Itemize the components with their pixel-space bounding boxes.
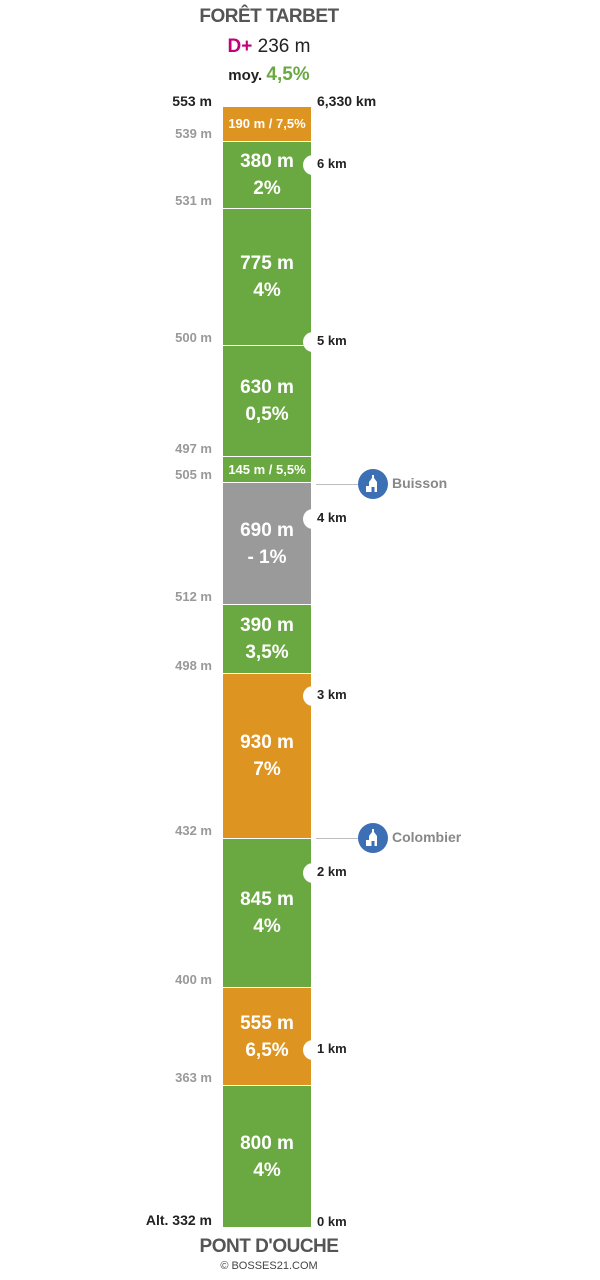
km-notch (303, 863, 319, 884)
altitude-label: 400 m (175, 972, 212, 988)
segment-grade: 2% (253, 177, 281, 199)
average-grade: moy. 4,5% (0, 64, 538, 86)
profile-segment: 800 m 4% (223, 1085, 311, 1227)
altitude-label: 498 m (175, 658, 212, 674)
summit-altitude: 553 m (172, 93, 212, 109)
segment-grade: 4% (253, 915, 281, 937)
segment-length: 690 m (240, 519, 294, 541)
profile-segment: 690 m - 1% (223, 482, 311, 605)
segment-grade: 4% (253, 279, 281, 301)
altitude-label: 505 m (175, 467, 212, 483)
total-distance: 6,330 km (317, 93, 377, 109)
altitude-label: Alt. 332 m (145, 1212, 212, 1228)
gain-value: 236 m (257, 36, 311, 57)
page-title: FORÊT TARBET (199, 6, 339, 27)
segment-length: 775 m (240, 252, 294, 274)
profile-segment: 845 m 4% (223, 837, 311, 988)
elevation-gain: D+ 236 m (0, 36, 538, 58)
profile-segment: 555 m 6,5% (223, 987, 311, 1086)
poi-name: Colombier (392, 828, 462, 845)
avg-value: 4,5% (266, 64, 310, 85)
credit: © BOSSES21.COM (220, 1260, 318, 1272)
altitude-label: 500 m (175, 329, 212, 345)
profile-segment: 145 m / 5,5% (223, 456, 311, 483)
start-location: PONT D'OUCHE (199, 1236, 339, 1257)
segment-grade: 0,5% (245, 404, 289, 426)
segment-length: 145 m / 5,5% (228, 462, 306, 478)
km-notch (303, 332, 319, 353)
profile-segment: 930 m 7% (223, 673, 311, 838)
km-notch (303, 509, 319, 530)
km-notch (303, 155, 319, 176)
altitude-label: 512 m (175, 589, 212, 605)
km-marker-label: 2 km (317, 864, 347, 880)
profile-segment: 390 m 3,5% (223, 604, 311, 674)
segment-grade: 3,5% (245, 642, 289, 664)
profile-segment: 380 m 2% (223, 140, 311, 208)
profile-segment: 775 m 4% (223, 207, 311, 345)
poi-leader-line (316, 837, 358, 839)
segment-length: 930 m (240, 731, 294, 753)
km-marker-label: 4 km (317, 510, 347, 526)
church-icon (358, 468, 388, 499)
km-marker-label: 6 km (317, 156, 347, 172)
poi-name: Buisson (392, 474, 448, 491)
segment-grade: - 1% (247, 546, 287, 568)
segment-length: 380 m (240, 150, 294, 172)
segment-length: 800 m (240, 1132, 294, 1154)
segment-length: 190 m / 7,5% (228, 116, 306, 132)
gain-label: D+ (227, 36, 253, 57)
segment-length: 845 m (240, 888, 294, 910)
segment-grade: 4% (253, 1159, 281, 1181)
segment-grade: 6,5% (245, 1039, 289, 1061)
segment-length: 390 m (240, 615, 294, 637)
km-marker-label: 1 km (317, 1041, 347, 1057)
altitude-label: 363 m (175, 1070, 212, 1086)
km-marker-label: 5 km (317, 333, 347, 349)
segment-grade: 7% (253, 758, 281, 780)
avg-label: moy. (228, 67, 263, 84)
altitude-label: 497 m (175, 441, 212, 457)
km-marker-label: 3 km (317, 687, 347, 703)
km-notch (303, 1040, 319, 1061)
poi-leader-line (316, 483, 358, 485)
segment-length: 630 m (240, 377, 294, 399)
altitude-label: 539 m (175, 125, 212, 141)
km-notch (303, 686, 319, 707)
segment-length: 555 m (240, 1012, 294, 1034)
km-marker-label: 0 km (317, 1214, 347, 1229)
altitude-label: 531 m (175, 192, 212, 208)
church-icon (358, 822, 388, 853)
altitude-label: 432 m (175, 822, 212, 838)
profile-segment: 190 m / 7,5% (223, 107, 311, 141)
profile-segment: 630 m 0,5% (223, 344, 311, 457)
